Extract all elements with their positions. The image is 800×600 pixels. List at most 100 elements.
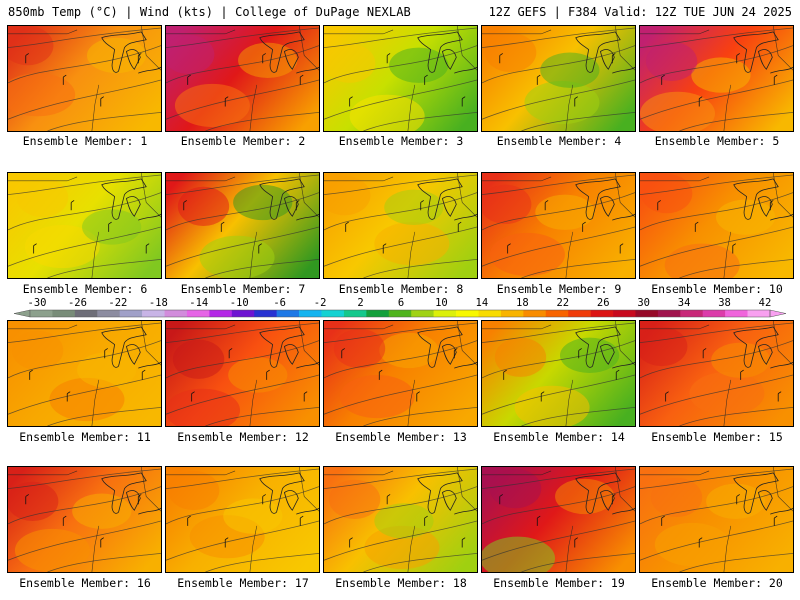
colorbar-swatch (164, 310, 188, 317)
wind-barb (378, 369, 383, 380)
header: 850mb Temp (°C) | Wind (kts) | College o… (0, 0, 800, 24)
temperature-map (482, 26, 635, 131)
ensemble-member-panel (481, 25, 636, 132)
temperature-map (640, 173, 793, 278)
wind-barb (582, 221, 586, 232)
temperature-map (324, 173, 477, 278)
ensemble-member-label: Ensemble Member: 1 (22, 134, 148, 148)
colorbar-swatch (747, 310, 771, 317)
wind-barb (70, 200, 75, 211)
colorbar-left-arrow (13, 309, 31, 318)
wind-barb (619, 243, 624, 254)
colorbar-swatch (725, 310, 748, 317)
wind-barb (665, 391, 669, 402)
wind-barb (349, 96, 353, 107)
colorbar-tick-label: -14 (189, 297, 208, 309)
ensemble-member-label: Ensemble Member: 20 (651, 576, 783, 590)
ensemble-member-label: Ensemble Member: 6 (22, 282, 148, 296)
colorbar-swatch (635, 310, 659, 317)
wind-barb (299, 74, 304, 85)
wind-barb (191, 391, 195, 402)
wind-barb (461, 96, 466, 107)
ensemble-member-label: Ensemble Member: 5 (654, 134, 780, 148)
wind-barb (461, 537, 466, 548)
temperature-map (640, 467, 793, 572)
wind-barb (262, 53, 266, 64)
colorbar-swatch (568, 310, 591, 317)
wind-barb (611, 53, 616, 64)
colorbar-swatch (388, 310, 412, 317)
wind-barb (540, 391, 545, 402)
colorbar-tick-label: -22 (108, 297, 127, 309)
wind-barb (611, 494, 616, 505)
ensemble-member-panel (7, 25, 162, 132)
colorbar-swatch (321, 310, 345, 317)
colorbar-tick-label: -18 (149, 297, 168, 309)
colorbar-swatch (523, 310, 547, 317)
ensemble-member-panel (165, 25, 320, 132)
ensemble-member-label: Ensemble Member: 11 (19, 430, 151, 444)
colorbar-swatches (13, 309, 787, 318)
colorbar-swatch (74, 310, 98, 317)
wind-barb (108, 221, 112, 232)
colorbar-tick-label: -2 (314, 297, 327, 309)
ensemble-member-panel (639, 172, 794, 279)
ensemble-member-panel (481, 172, 636, 279)
wind-barb (220, 221, 225, 232)
temperature-map (482, 467, 635, 572)
colorbar-tick-label: -10 (230, 297, 249, 309)
wind-barb (661, 74, 665, 85)
ensemble-member-label: Ensemble Member: 18 (335, 576, 467, 590)
wind-barb (736, 494, 740, 505)
colorbar-tick-label: -26 (68, 297, 87, 309)
wind-barb (453, 348, 458, 359)
ensemble-member-panel (7, 466, 162, 573)
wind-barb (141, 369, 146, 380)
wind-barb (258, 243, 262, 254)
ensemble-member-label: Ensemble Member: 9 (496, 282, 622, 296)
ensemble-member-panel (323, 466, 478, 573)
ensemble-member-panel (165, 320, 320, 427)
ensemble-member-panel (165, 466, 320, 573)
colorbar-tick-label: 38 (718, 297, 731, 309)
wind-barb (736, 53, 740, 64)
colorbar-swatch (613, 310, 636, 317)
colorbar-tick-label: 42 (759, 297, 772, 309)
wind-barb (224, 96, 229, 107)
colorbar-swatch (231, 310, 255, 317)
wind-barb (420, 200, 424, 211)
wind-barb (732, 243, 736, 254)
ensemble-member-label: Ensemble Member: 12 (177, 430, 309, 444)
temperature-map (166, 173, 319, 278)
wind-barb (299, 515, 304, 526)
wind-barb (574, 96, 578, 107)
ensemble-member-panel (323, 320, 478, 427)
colorbar-swatch (186, 310, 210, 317)
wind-barb (382, 243, 387, 254)
colorbar-right-arrow (769, 309, 787, 318)
wind-barb (295, 200, 300, 211)
wind-barb (266, 369, 270, 380)
ensemble-member-label: Ensemble Member: 15 (651, 430, 783, 444)
wind-barb (416, 391, 420, 402)
temperature-map (166, 467, 319, 572)
colorbar-swatch (545, 310, 569, 317)
colorbar-swatch (680, 310, 704, 317)
wind-barb (303, 391, 308, 402)
ensemble-member-label: Ensemble Member: 2 (180, 134, 306, 148)
wind-barb (224, 537, 229, 548)
ensemble-member-panel (323, 172, 478, 279)
temperature-map (166, 321, 319, 426)
temperature-map (324, 467, 477, 572)
wind-barb (740, 369, 744, 380)
ensemble-member-panel (481, 466, 636, 573)
wind-barb (187, 515, 191, 526)
wind-barb (499, 53, 503, 64)
wind-barb (25, 494, 29, 505)
ensemble-member-panel (481, 320, 636, 427)
wind-barb (262, 494, 266, 505)
colorbar-swatch (433, 310, 457, 317)
wind-barb (137, 494, 142, 505)
wind-barb (29, 369, 33, 380)
colorbar-tick-label: 10 (435, 297, 448, 309)
